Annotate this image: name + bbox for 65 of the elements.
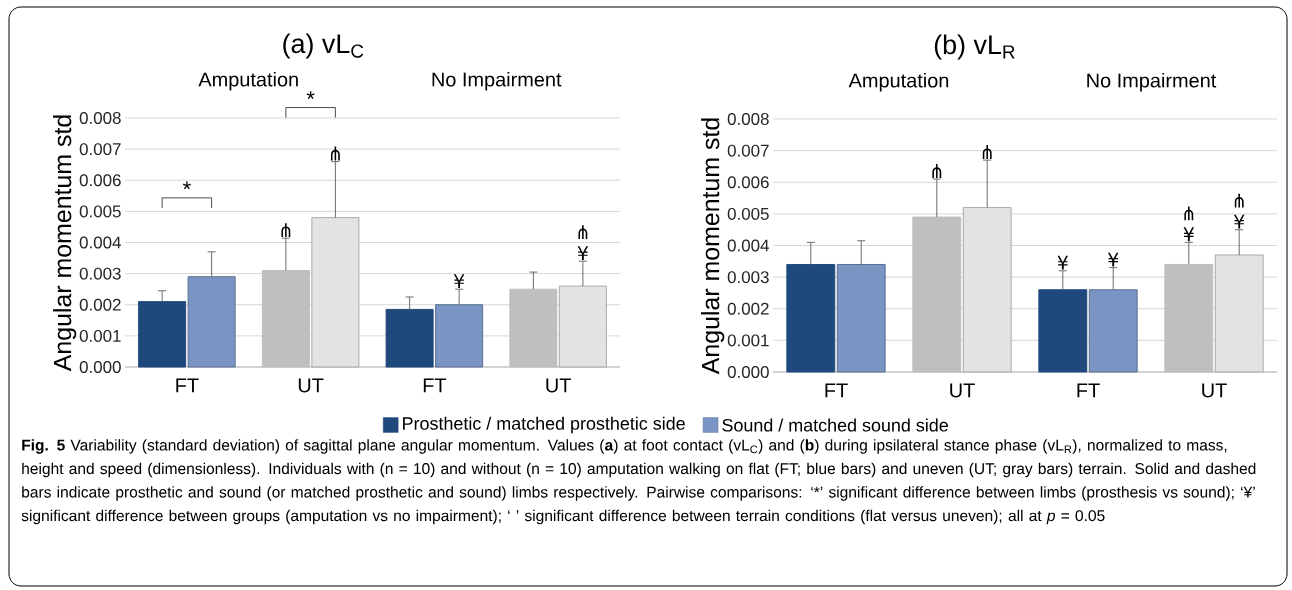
bar bbox=[187, 276, 236, 368]
text: bars indicate prosthetic and sound (or matched prosthetic and sound) limbs respectively. Pairwise comparisons: ‘*’ significant difference between limbs (prosthesis vs sound); ‘¥’ bbox=[22, 486, 1255, 501]
y-tick-label: 0.002 bbox=[79, 298, 121, 311]
data-label: ¥ bbox=[1107, 252, 1119, 267]
y-tick-label: 0.006 bbox=[727, 176, 769, 189]
y-tick-label: 0.002 bbox=[727, 302, 769, 315]
y-tick-label: 0.003 bbox=[727, 271, 769, 284]
bar bbox=[1214, 254, 1264, 373]
x-tick-label: FT bbox=[825, 383, 848, 398]
data-label: ⋔ bbox=[932, 164, 942, 178]
y-tick-label: 0.004 bbox=[79, 236, 121, 249]
y-tick-label: 0.005 bbox=[727, 207, 769, 220]
text: No Impairment bbox=[1087, 72, 1217, 92]
bar bbox=[558, 285, 607, 368]
x-tick-label: UT bbox=[950, 383, 975, 398]
x-tick-label: FT bbox=[176, 378, 199, 393]
x-tick-label: UT bbox=[1202, 383, 1227, 398]
data-label: ⋔ bbox=[330, 146, 340, 161]
text: * bbox=[306, 91, 315, 99]
y-tick-label: 0.001 bbox=[79, 329, 121, 342]
y-tick-label: 0.008 bbox=[79, 112, 121, 124]
chart-title: (b) vL$_{R}$ bbox=[934, 34, 1015, 60]
x-tick-label: FT bbox=[423, 378, 447, 393]
y-tick-label: 0.000 bbox=[79, 361, 121, 373]
bar bbox=[385, 308, 434, 368]
data-label: ⋔ bbox=[982, 145, 992, 159]
y-tick-label: 0.004 bbox=[727, 239, 769, 252]
data-label: ⋔ ¥ bbox=[1183, 206, 1195, 242]
y-tick-label: 0.007 bbox=[727, 144, 769, 157]
text: all at p = 0.05 bbox=[1008, 509, 1105, 525]
y-axis-title: Angular momentum std bbox=[53, 115, 77, 372]
text: No Impairment bbox=[432, 71, 562, 91]
data-label: ⋔ ¥ bbox=[1233, 193, 1245, 229]
y-tick-label: 0.003 bbox=[79, 267, 121, 280]
y-tick-label: 0.007 bbox=[79, 143, 121, 156]
text: height and speed (dimensionless). Individuals with (n = 10) and without (n = 10) amputation walking on flat (FT; blue bars) and uneven (UT; gray bars) terrain. Solid and dashed bbox=[22, 462, 1256, 478]
y-tick-label: 0.008 bbox=[727, 113, 769, 125]
bar bbox=[786, 263, 836, 373]
data-label: ¥ bbox=[453, 274, 465, 288]
bar bbox=[962, 207, 1012, 373]
y-tick-label: 0.005 bbox=[79, 205, 121, 218]
data-label: ⋔ ¥ bbox=[577, 225, 589, 260]
bar bbox=[1088, 289, 1138, 373]
text: significant difference between groups (amputation vs no impairment); ‘ ’ significant difference between terrain conditions (flat versus uneven); bbox=[21, 509, 1002, 525]
y-tick-label: 0.000 bbox=[727, 366, 769, 378]
bar bbox=[836, 263, 886, 373]
annotation: * bbox=[182, 181, 191, 190]
x-tick-label: FT bbox=[1077, 383, 1100, 398]
chart-title: (a) vL$_{C}$ bbox=[283, 33, 364, 59]
bar bbox=[311, 217, 360, 368]
text: Amputation bbox=[848, 72, 949, 92]
legend-label: Prosthetic / matched prosthetic side bbox=[403, 416, 685, 434]
y-axis-title: Angular momentum std bbox=[701, 118, 725, 375]
legend-label: Sound / matched sound side bbox=[722, 418, 948, 432]
bar bbox=[435, 304, 484, 368]
text: Fig. 5 Variability (standard deviation) of sagittal plane angular momentum. Values (a) at foot contact (vL$_{C}$) and (b) during ipsilateral stance phase (vL$_{R}$), normalized to mass, bbox=[22, 439, 1227, 454]
text: Amputation bbox=[198, 71, 298, 91]
bar bbox=[138, 301, 187, 368]
x-tick-label: UT bbox=[298, 378, 324, 393]
data-label: ¥ bbox=[1057, 255, 1069, 270]
y-tick-label: 0.006 bbox=[79, 174, 121, 187]
x-tick-label: UT bbox=[546, 378, 571, 393]
data-label: ⋔ bbox=[281, 223, 291, 237]
bar bbox=[1038, 289, 1088, 373]
y-tick-label: 0.001 bbox=[727, 334, 769, 347]
